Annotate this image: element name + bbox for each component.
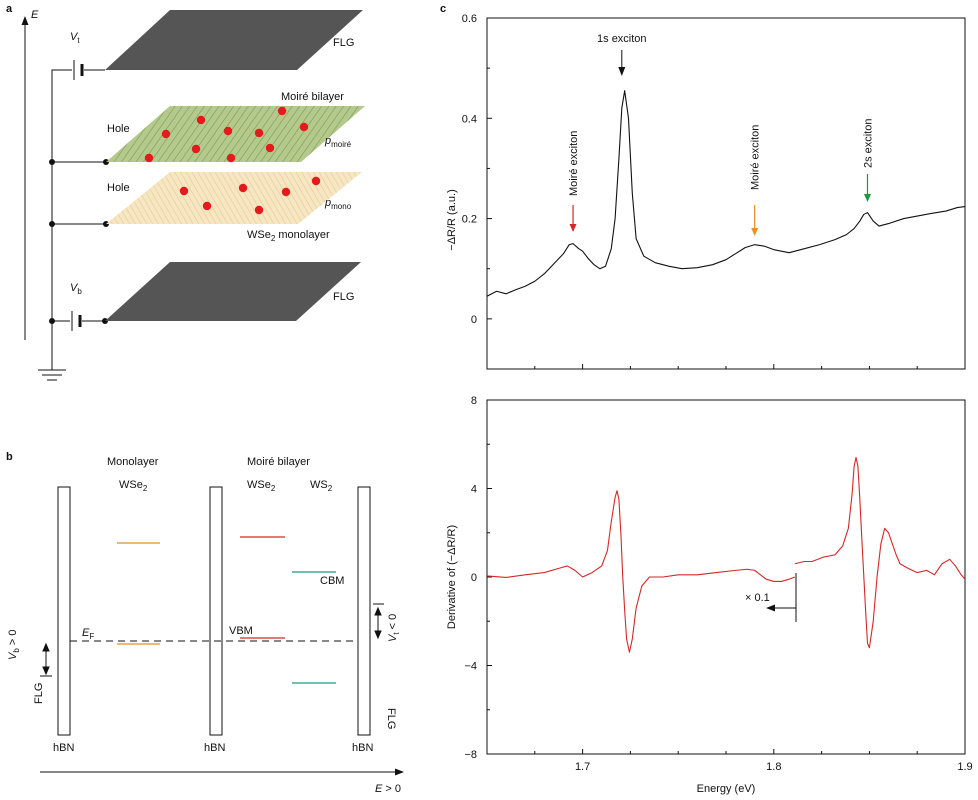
moire-bilayer-label: Moiré bilayer <box>281 91 344 103</box>
derivative-ytick-label: −4 <box>464 661 477 673</box>
derivative-xlabel: Energy (eV) <box>697 783 756 795</box>
flg-bottom-label: FLG <box>333 291 354 303</box>
arrowhead-1s-exciton <box>618 67 626 76</box>
energy-x-axis-arrowhead <box>395 768 404 776</box>
annotation-moire-exciton-2: Moiré exciton <box>750 125 762 190</box>
holes-mono <box>179 176 321 215</box>
reflectance-ytick-label: 0.4 <box>462 113 477 125</box>
hbn-label-right: hBN <box>352 742 373 754</box>
wse2-left-header: WSe2 <box>119 479 148 493</box>
hole-dot <box>144 153 154 163</box>
vb-gt0-label: Vb > 0 <box>7 630 21 660</box>
hbn-label-left: hBN <box>53 742 74 754</box>
annotation-2s-exciton: 2s exciton <box>862 118 874 168</box>
monolayer-header: Monolayer <box>107 456 159 468</box>
reflectance-ytick-label: 0.6 <box>462 13 477 25</box>
hbn-bar-middle <box>209 486 223 736</box>
derivative-series-line-1 <box>486 490 796 653</box>
holes-moire <box>144 106 309 163</box>
reflectance-ytick-label: 0 <box>471 314 477 326</box>
wse2-right-header: WSe2 <box>247 479 276 493</box>
moire-bilayer-sheet <box>106 106 365 162</box>
panel-label-a: a <box>6 3 13 15</box>
scale-arrowhead <box>766 604 775 612</box>
hole-dot <box>254 128 264 138</box>
arrowhead-moire-exciton-2 <box>751 228 759 236</box>
derivative-ytick-label: 8 <box>471 395 477 407</box>
derivative-ylabel: Derivative of (−ΔR/R) <box>446 525 458 629</box>
panel-label-c: c <box>440 3 446 15</box>
vt-label: Vt <box>70 31 80 45</box>
p-moire-label: pmoiré <box>324 135 352 149</box>
vbm-label: VBM <box>229 625 253 637</box>
derivative-xtick-label: 1.8 <box>766 761 781 773</box>
annotation-1s-exciton: 1s exciton <box>597 33 647 45</box>
scale-factor-label: × 0.1 <box>745 592 770 604</box>
panel-b: b Monolayer WSe2 Moiré bilayer WSe2 WS2 … <box>6 451 404 795</box>
vb-label: Vb <box>70 282 82 296</box>
hole-dot <box>179 186 189 196</box>
flg-right-label: FLG <box>385 708 397 729</box>
energy-axis-arrowhead <box>21 16 29 25</box>
derivative-ytick-label: −8 <box>464 749 477 761</box>
derivative-xtick-label: 1.9 <box>957 761 972 773</box>
vt-arrow <box>374 606 382 640</box>
arrowhead-moire-exciton-1 <box>569 224 577 232</box>
reflectance-plot-frame <box>486 17 966 370</box>
hole-dot <box>223 126 233 136</box>
battery-top <box>73 60 84 80</box>
derivative-xtick-label: 1.7 <box>575 761 590 773</box>
flg-top-electrode <box>105 10 363 70</box>
derivative-series-line-2 <box>794 456 966 649</box>
reflectance-chart: −ΔR/R (a.u.) 0 0.2 0.4 0.6 1s exciton Moiré e… <box>446 13 966 370</box>
panel-a: a E <box>6 3 365 381</box>
panel-c: c −ΔR/R (a.u.) 0 0.2 0.4 0.6 1s exciton Moiré… <box>440 3 973 795</box>
wse2-monolayer-sheet <box>106 172 362 224</box>
hole-dot <box>238 183 248 193</box>
hole-label-bottom: Hole <box>107 182 130 194</box>
hole-dot <box>265 143 275 153</box>
p-mono-label: pmono <box>324 197 352 211</box>
ground-symbol <box>38 369 66 381</box>
derivative-plot-frame <box>486 399 966 755</box>
ws2-header: WS2 <box>310 479 333 493</box>
hole-dot <box>202 201 212 211</box>
reflectance-spectrum-line <box>486 90 966 297</box>
derivative-ytick-label: 0 <box>471 572 477 584</box>
hole-dot <box>299 122 309 132</box>
moire-bilayer-header: Moiré bilayer <box>247 456 310 468</box>
battery-bottom <box>71 311 82 331</box>
vt-lt0-label: Vt < 0 <box>387 614 401 642</box>
hbn-label-middle: hBN <box>204 742 225 754</box>
reflectance-ylabel: −ΔR/R (a.u.) <box>446 189 458 250</box>
hole-dot <box>311 176 321 186</box>
e-gt0-label: E > 0 <box>375 783 401 795</box>
derivative-chart: Derivative of (−ΔR/R) Energy (eV) × 0.1 … <box>446 395 973 795</box>
wse2-monolayer-label: WSe2 monolayer <box>247 229 330 243</box>
junction-dots <box>49 159 109 324</box>
arrowhead-2s-exciton <box>863 194 871 202</box>
cbm-label: CBM <box>320 575 344 587</box>
panel-label-b: b <box>6 451 13 463</box>
hole-dot <box>281 187 291 197</box>
hole-label-top: Hole <box>107 123 130 135</box>
hole-dot <box>254 205 264 215</box>
ef-label: EF <box>82 627 94 641</box>
flg-bottom-electrode <box>105 262 361 321</box>
hole-dot <box>277 106 287 116</box>
derivative-ytick-label: 4 <box>471 484 477 496</box>
vb-arrow <box>42 642 50 676</box>
hole-dot <box>191 144 201 154</box>
hbn-bar-right <box>357 486 371 736</box>
flg-top-label: FLG <box>333 37 354 49</box>
hole-dot <box>226 153 236 163</box>
annotation-moire-exciton-1: Moiré exciton <box>568 131 580 196</box>
hole-dot <box>161 129 171 139</box>
reflectance-ytick-label: 0.2 <box>462 214 477 226</box>
hole-dot <box>196 115 206 125</box>
energy-axis-label: E <box>31 9 39 21</box>
flg-left-label: FLG <box>33 683 45 704</box>
hbn-bar-left <box>57 486 71 736</box>
